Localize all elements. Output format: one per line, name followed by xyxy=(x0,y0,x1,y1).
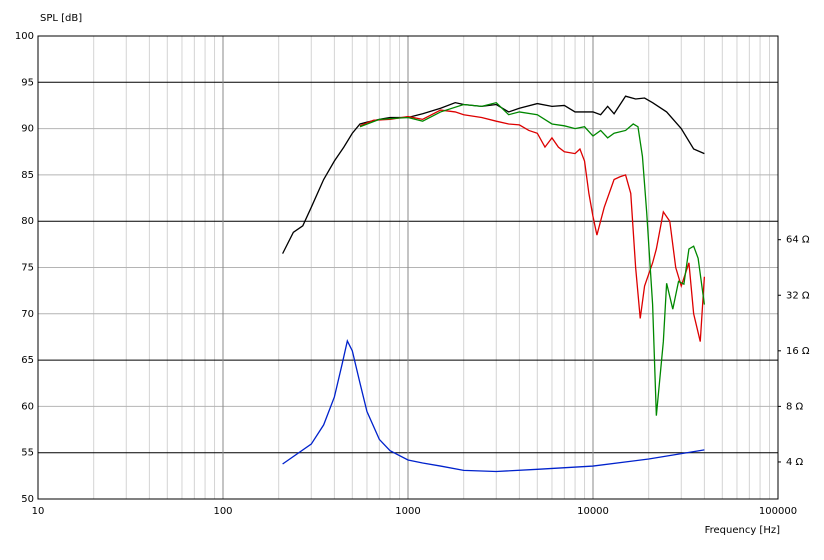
y-tick-label: 70 xyxy=(21,309,34,320)
x-tick-label: 10000 xyxy=(577,506,609,517)
y-tick-label: 65 xyxy=(21,355,34,366)
y-tick-label: 85 xyxy=(21,170,34,181)
y-tick-label: 90 xyxy=(21,124,34,135)
y2-tick-label: 64 Ω xyxy=(786,235,810,246)
series-line xyxy=(359,109,706,342)
y-tick-label: 80 xyxy=(21,216,34,227)
x-axis-label: Frequency [Hz] xyxy=(705,525,781,536)
y2-tick-label: 16 Ω xyxy=(786,346,810,357)
y2-tick-label: 8 Ω xyxy=(786,401,804,412)
x-tick-label: 10 xyxy=(32,506,45,517)
x-tick-label: 100000 xyxy=(759,506,797,517)
plot-frame xyxy=(37,35,779,500)
y-tick-label: 60 xyxy=(21,401,34,412)
y-tick-label: 95 xyxy=(21,77,34,88)
y2-tick-label: 4 Ω xyxy=(786,457,804,468)
y-tick-label: 75 xyxy=(21,263,34,274)
y-axis-label: SPL [dB] xyxy=(40,13,82,24)
y-tick-label: 50 xyxy=(21,494,34,505)
y2-tick-label: 32 Ω xyxy=(786,290,810,301)
x-tick-label: 1000 xyxy=(395,506,420,517)
x-tick-label: 100 xyxy=(213,506,232,517)
y-tick-label: 55 xyxy=(21,448,34,459)
series-line xyxy=(359,101,706,416)
series-line xyxy=(282,339,705,473)
y-tick-label: 100 xyxy=(15,31,34,42)
series-line xyxy=(282,95,705,254)
